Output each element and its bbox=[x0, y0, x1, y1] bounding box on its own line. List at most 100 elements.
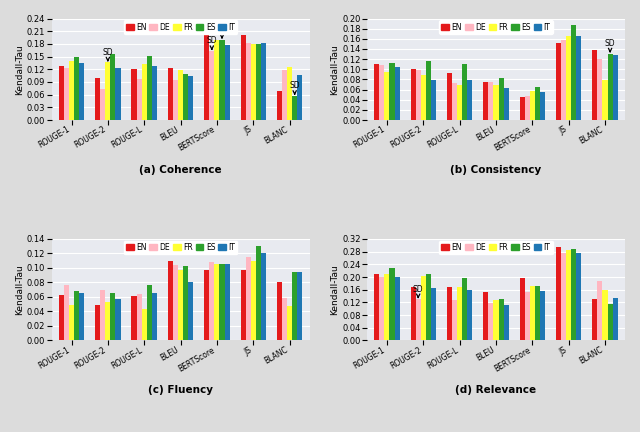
Bar bbox=[204, 270, 209, 340]
Bar bbox=[602, 290, 607, 340]
Bar bbox=[246, 257, 251, 340]
Bar bbox=[147, 286, 152, 340]
Bar bbox=[520, 97, 525, 120]
Bar bbox=[447, 73, 452, 120]
Text: SD: SD bbox=[605, 39, 616, 52]
Bar bbox=[467, 80, 472, 120]
Bar bbox=[297, 75, 302, 120]
Bar bbox=[390, 63, 395, 120]
Bar bbox=[115, 68, 120, 120]
Bar bbox=[390, 268, 395, 340]
Bar bbox=[499, 78, 504, 120]
Bar bbox=[576, 253, 581, 340]
Bar bbox=[100, 290, 106, 340]
Bar bbox=[136, 79, 141, 120]
Bar bbox=[147, 56, 152, 120]
Bar bbox=[106, 302, 111, 340]
Bar bbox=[467, 290, 472, 340]
Bar bbox=[561, 253, 566, 340]
Bar bbox=[385, 274, 390, 340]
Legend: EN, DE, FR, ES, IT: EN, DE, FR, ES, IT bbox=[439, 241, 553, 254]
Bar bbox=[420, 75, 426, 120]
Bar bbox=[488, 303, 493, 340]
Bar bbox=[572, 249, 576, 340]
Bar bbox=[74, 291, 79, 340]
Bar bbox=[431, 288, 436, 340]
Bar bbox=[535, 86, 540, 120]
Bar bbox=[183, 266, 188, 340]
Bar bbox=[209, 262, 214, 340]
Bar bbox=[488, 83, 493, 120]
Bar bbox=[261, 254, 266, 340]
Bar bbox=[214, 264, 220, 340]
Bar bbox=[410, 286, 415, 340]
Bar bbox=[415, 70, 420, 120]
Legend: EN, DE, FR, ES, IT: EN, DE, FR, ES, IT bbox=[124, 20, 237, 34]
Bar bbox=[64, 285, 69, 340]
Bar bbox=[204, 22, 209, 120]
Text: SD: SD bbox=[289, 81, 300, 94]
Bar bbox=[183, 74, 188, 120]
Bar bbox=[607, 304, 612, 340]
Bar bbox=[535, 286, 540, 340]
Bar bbox=[251, 44, 256, 120]
Bar bbox=[612, 298, 618, 340]
Bar bbox=[141, 309, 147, 340]
Bar bbox=[282, 70, 287, 120]
Bar bbox=[499, 299, 504, 340]
Bar bbox=[214, 41, 220, 120]
Text: SD: SD bbox=[102, 48, 113, 60]
Bar bbox=[452, 300, 457, 340]
Bar bbox=[79, 63, 84, 120]
Bar bbox=[106, 63, 111, 120]
Y-axis label: Kendall-Tau: Kendall-Tau bbox=[15, 44, 24, 95]
Bar bbox=[592, 50, 597, 120]
Bar bbox=[504, 88, 509, 120]
Bar bbox=[287, 67, 292, 120]
Bar bbox=[592, 299, 597, 340]
Bar bbox=[95, 305, 100, 340]
Bar bbox=[612, 54, 618, 120]
Bar bbox=[395, 277, 399, 340]
Bar bbox=[530, 286, 535, 340]
Bar bbox=[152, 293, 157, 340]
Bar bbox=[566, 36, 572, 120]
Bar bbox=[447, 287, 452, 340]
Bar bbox=[457, 85, 462, 120]
Bar bbox=[261, 43, 266, 120]
Bar bbox=[209, 51, 214, 120]
Bar bbox=[426, 274, 431, 340]
Bar bbox=[115, 299, 120, 340]
Bar bbox=[59, 66, 64, 120]
Bar bbox=[395, 67, 399, 120]
Bar bbox=[277, 91, 282, 120]
Bar bbox=[69, 305, 74, 340]
Bar bbox=[556, 43, 561, 120]
Bar bbox=[520, 278, 525, 340]
Y-axis label: Kendall-Tau: Kendall-Tau bbox=[330, 44, 339, 95]
Bar bbox=[576, 36, 581, 120]
Text: SD: SD bbox=[217, 25, 227, 38]
Legend: EN, DE, FR, ES, IT: EN, DE, FR, ES, IT bbox=[124, 241, 237, 254]
Bar bbox=[457, 286, 462, 340]
Bar bbox=[256, 44, 261, 120]
Bar bbox=[493, 300, 499, 340]
Bar bbox=[380, 277, 385, 340]
Bar bbox=[131, 69, 136, 120]
Bar bbox=[452, 83, 457, 120]
Bar bbox=[79, 293, 84, 340]
Text: (b) Consistency: (b) Consistency bbox=[451, 165, 541, 175]
Bar bbox=[540, 291, 545, 340]
Text: SD: SD bbox=[413, 285, 424, 297]
Bar bbox=[225, 45, 230, 120]
Y-axis label: Kendall-Tau: Kendall-Tau bbox=[15, 264, 24, 315]
Bar bbox=[241, 270, 246, 340]
Bar bbox=[256, 246, 261, 340]
Legend: EN, DE, FR, ES, IT: EN, DE, FR, ES, IT bbox=[439, 20, 553, 34]
Bar bbox=[483, 82, 488, 120]
Y-axis label: Kendall-Tau: Kendall-Tau bbox=[330, 264, 339, 315]
Bar bbox=[292, 272, 297, 340]
Bar bbox=[493, 85, 499, 120]
Text: (a) Coherence: (a) Coherence bbox=[140, 165, 222, 175]
Bar bbox=[380, 65, 385, 120]
